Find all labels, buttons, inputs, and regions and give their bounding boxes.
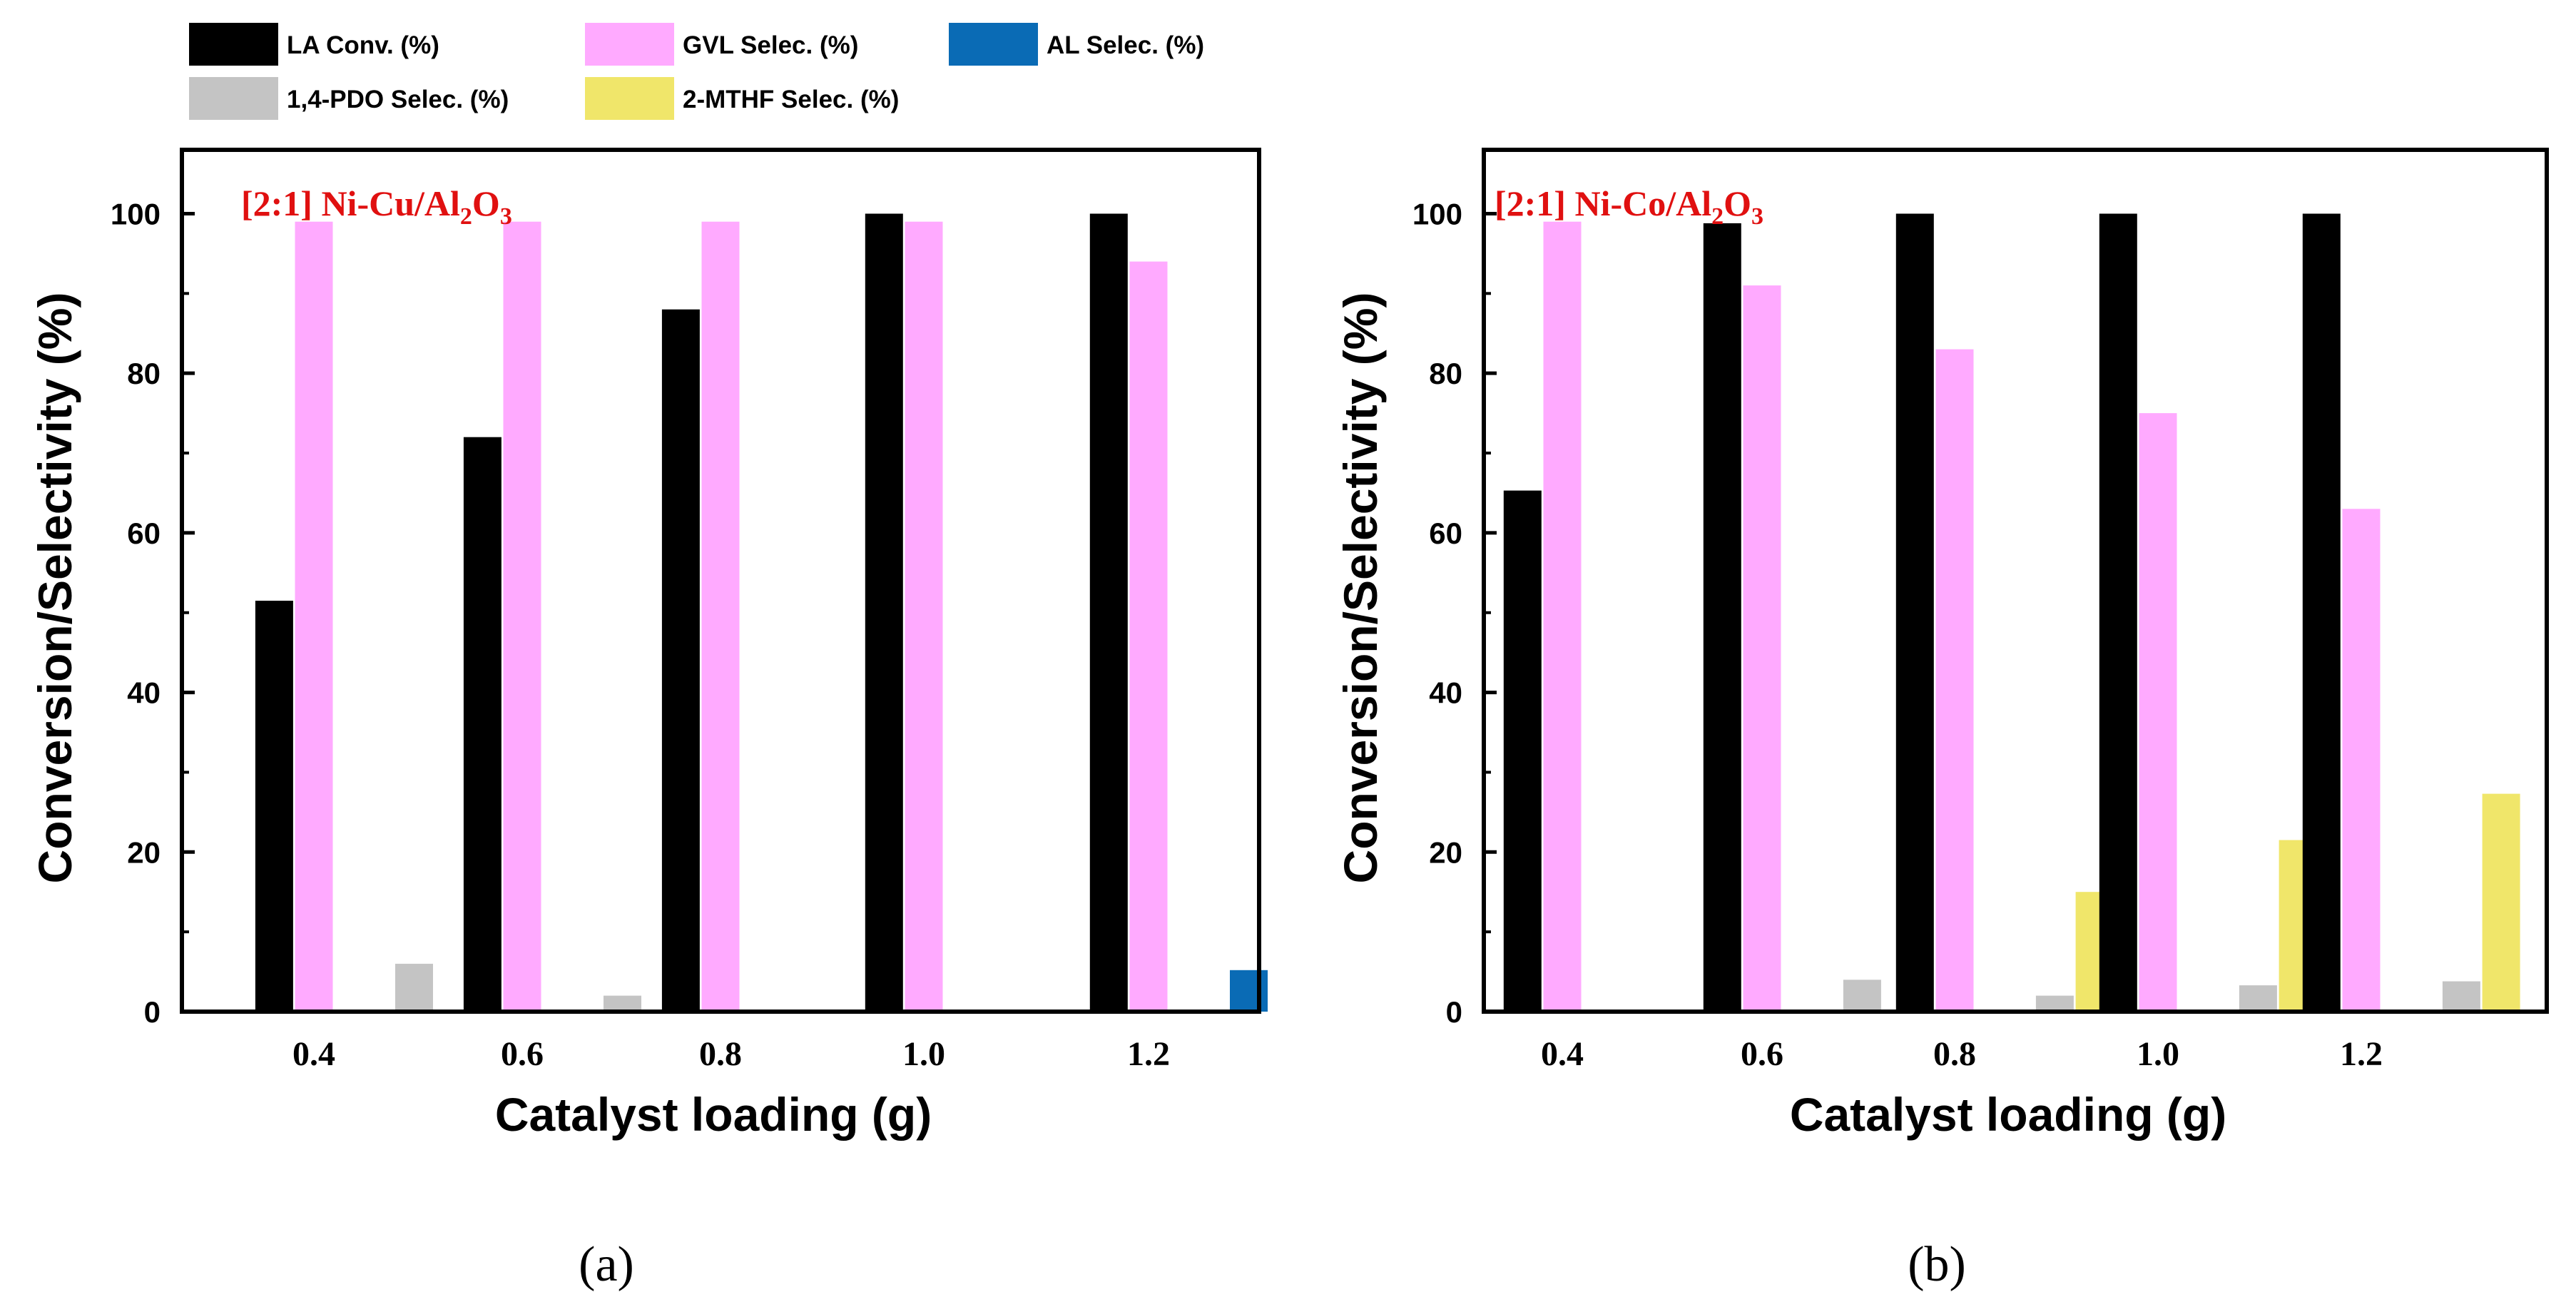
- y-tick-label: 20: [127, 835, 161, 869]
- bar-la-0.8: [1895, 213, 1934, 1012]
- y-tick-label: 100: [1412, 197, 1462, 230]
- x-tick-label: 0.8: [1933, 1035, 1976, 1073]
- bar-la-1.0: [865, 213, 903, 1012]
- bar-la-1.2: [1089, 213, 1128, 1012]
- bar-la-1.0: [2099, 213, 2137, 1012]
- bar-gvl-1.0: [905, 221, 943, 1012]
- x-axis-title: Catalyst loading (g): [495, 1088, 932, 1141]
- bar-la-1.2: [2302, 213, 2341, 1012]
- y-axis-title: Conversion/Selectivity (%): [29, 293, 81, 884]
- legend-label-la: LA Conv. (%): [287, 31, 439, 59]
- bar-pdo-1.2: [2442, 981, 2480, 1012]
- x-tick-label: 1.0: [902, 1035, 945, 1073]
- bar-gvl-1.0: [2139, 413, 2177, 1012]
- y-tick-label: 80: [127, 357, 161, 390]
- y-tick-label: 60: [1429, 517, 1462, 550]
- bar-pdo-1.0: [2239, 985, 2277, 1012]
- panel-title: [2:1] Ni-Cu/Al2O3: [241, 183, 512, 230]
- y-tick-label: 0: [1446, 995, 1462, 1029]
- x-tick-label: 1.2: [1127, 1035, 1170, 1073]
- legend-item-gvl: GVL Selec. (%): [585, 23, 858, 66]
- y-tick-label: 40: [127, 676, 161, 710]
- legend: LA Conv. (%) GVL Selec. (%) AL Selec. (%) 1…: [189, 23, 1204, 120]
- chart-panel-b: 0 20 40 60 80 100 0.4 0.6 0.8 1.0 1.2 Catalyst load…: [1334, 148, 2549, 1292]
- bar-la-0.8: [661, 309, 700, 1012]
- legend-swatch-mthf: [585, 77, 674, 120]
- legend-item-la: LA Conv. (%): [189, 23, 439, 66]
- x-tick-label: 0.6: [501, 1035, 544, 1073]
- legend-swatch-al: [949, 23, 1038, 66]
- y-tick-label: 100: [111, 197, 161, 230]
- plot-frame: [180, 148, 1261, 1014]
- y-tick-label: 80: [1429, 357, 1462, 390]
- bar-pdo-0.6: [1843, 980, 1881, 1012]
- bar-mthf-1.2: [2482, 793, 2520, 1012]
- x-tick-label: 0.8: [699, 1035, 742, 1073]
- y-tick-label: 0: [144, 995, 161, 1029]
- x-tick-label: 0.4: [1541, 1035, 1584, 1073]
- bar-gvl-0.6: [1743, 285, 1781, 1012]
- bar-mthf-0.4: [395, 963, 433, 1012]
- legend-label-gvl: GVL Selec. (%): [683, 31, 858, 59]
- legend-item-pdo: 1,4-PDO Selec. (%): [189, 77, 509, 120]
- panel-title: [2:1] Ni-Co/Al2O3: [1495, 183, 1763, 230]
- legend-label-al: AL Selec. (%): [1047, 31, 1204, 59]
- legend-label-mthf: 2-MTHF Selec. (%): [683, 86, 899, 113]
- chart-panel-a: 0 20 40 60 80 100 0.4 0.6 0.8 1.0 1.2 Catalyst load…: [29, 148, 1268, 1292]
- bar-mthf-1.2: [1230, 970, 1268, 1012]
- plot-frame: [1482, 148, 2549, 1014]
- bar-la-0.4: [1503, 490, 1542, 1012]
- legend-item-al: AL Selec. (%): [949, 23, 1204, 66]
- bar-la-0.4: [255, 601, 293, 1012]
- legend-label-pdo: 1,4-PDO Selec. (%): [287, 86, 509, 113]
- x-tick-label: 0.4: [292, 1035, 335, 1073]
- bar-gvl-0.6: [503, 221, 541, 1012]
- x-tick-label: 0.6: [1741, 1035, 1783, 1073]
- bar-gvl-0.4: [1543, 221, 1582, 1012]
- bar-mthf-0.6: [604, 995, 641, 1012]
- bar-gvl-0.4: [295, 221, 333, 1012]
- bars: [1503, 213, 2520, 1012]
- legend-swatch-la: [189, 23, 278, 66]
- x-tick-label: 1.0: [2137, 1035, 2179, 1073]
- y-tick-label: 60: [127, 517, 161, 550]
- legend-swatch-gvl: [585, 23, 674, 66]
- bar-gvl-1.2: [2342, 509, 2381, 1012]
- y-tick-label: 40: [1429, 676, 1462, 710]
- y-tick-label: 20: [1429, 835, 1462, 869]
- bar-la-0.6: [1703, 223, 1741, 1012]
- bar-la-0.6: [463, 437, 502, 1012]
- bar-pdo-0.8: [2035, 995, 2074, 1012]
- bar-gvl-0.8: [701, 221, 740, 1012]
- panel-caption: (a): [579, 1237, 634, 1292]
- x-tick-label: 1.2: [2340, 1035, 2383, 1073]
- legend-item-mthf: 2-MTHF Selec. (%): [585, 77, 899, 120]
- panel-caption: (b): [1908, 1237, 1966, 1292]
- legend-swatch-pdo: [189, 77, 278, 120]
- y-axis-title: Conversion/Selectivity (%): [1334, 293, 1387, 884]
- bar-gvl-0.8: [1935, 349, 1974, 1012]
- x-axis-title: Catalyst loading (g): [1790, 1088, 2226, 1141]
- bar-gvl-1.2: [1129, 261, 1168, 1012]
- bars: [255, 213, 1268, 1012]
